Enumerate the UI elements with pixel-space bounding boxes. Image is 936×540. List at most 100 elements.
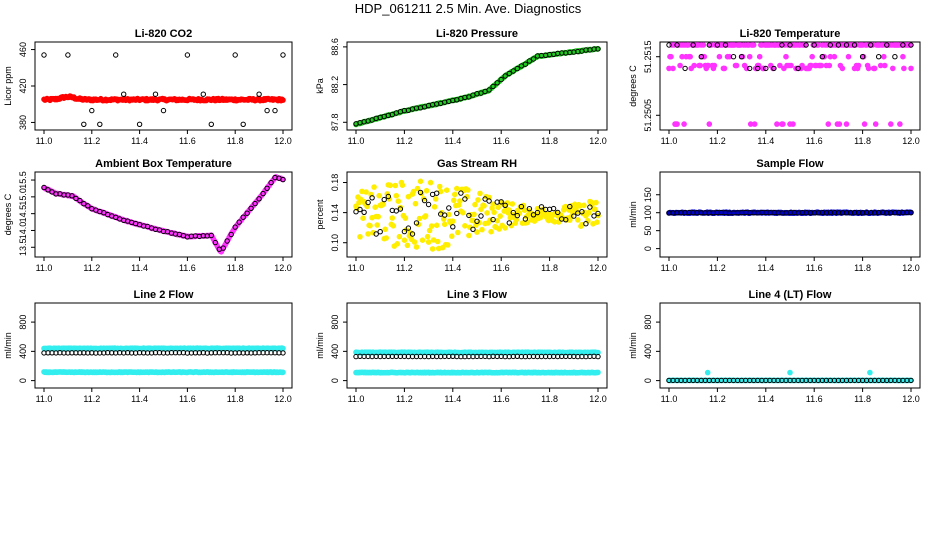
data-point (687, 53, 693, 60)
x-tick-label: 11.2 (709, 136, 726, 146)
data-point (377, 229, 383, 235)
data-point (451, 191, 458, 198)
data-point (510, 209, 516, 216)
x-tick-label: 11.8 (541, 394, 558, 404)
plot-frame (34, 171, 293, 258)
data-point (429, 246, 436, 252)
y-tick-label: 0 (643, 378, 653, 383)
data-point (232, 224, 238, 230)
data-point (522, 216, 529, 222)
data-point (579, 209, 585, 215)
data-point (826, 62, 833, 69)
x-tick-label: 11.4 (131, 263, 148, 273)
x-tick-label: 11.0 (348, 394, 365, 404)
y-tick-label: 88.6 (330, 38, 340, 56)
x-tick-label: 11.6 (179, 263, 196, 273)
x-tick-label: 11.4 (757, 263, 774, 273)
y-tick-label: 0.10 (330, 234, 340, 252)
data-point (428, 223, 435, 229)
data-point (373, 231, 379, 237)
plot-frame (346, 41, 608, 131)
x-tick-label: 11.6 (179, 136, 196, 146)
x-tick-label: 11.2 (709, 263, 726, 273)
panel-line2: Line 2 Flow ml/min 11.0 11.2 11.4 11.6 11.8 12.… (3, 289, 293, 404)
data-point (436, 183, 443, 190)
data-point (240, 121, 246, 128)
data-point (357, 206, 363, 213)
x-tick-label: 12.0 (274, 136, 292, 146)
data-point (462, 196, 468, 202)
data-point (681, 121, 687, 127)
x-tick-label: 12.0 (902, 263, 920, 273)
data-point (236, 219, 242, 225)
data-point (490, 201, 496, 208)
y-tick-label: 15.0 (18, 188, 28, 206)
data-point (682, 65, 688, 72)
data-point (479, 226, 485, 233)
data-point (422, 213, 429, 219)
data-point (385, 193, 391, 200)
data-point (41, 184, 47, 191)
data-point (506, 207, 513, 214)
data-point (750, 42, 757, 48)
data-point (381, 196, 387, 203)
data-point (835, 42, 842, 48)
y-tick-label: 0 (643, 246, 653, 251)
y-tick-label: 88.2 (330, 76, 340, 94)
data-point (690, 42, 696, 48)
x-tick-label: 11.0 (348, 263, 365, 273)
data-point (475, 197, 481, 203)
data-point (876, 54, 882, 60)
x-tick-label: 11.2 (396, 136, 413, 146)
series-sample-flow-2-5-min-ave- (666, 209, 914, 216)
data-point (488, 228, 494, 235)
data-point (706, 42, 712, 48)
data-point (184, 52, 191, 58)
data-point (851, 42, 858, 48)
data-point (836, 121, 843, 127)
data-point (811, 42, 817, 48)
data-point (502, 202, 508, 209)
data-point (790, 121, 796, 127)
data-point (425, 239, 432, 245)
data-point (550, 205, 557, 212)
data-point (396, 233, 403, 240)
x-tick-label: 11.4 (444, 136, 461, 146)
data-point (666, 42, 672, 48)
data-point (81, 201, 87, 207)
panel-line4: Line 4 (LT) Flow ml/min 11.0 11.2 11.4 11.6 11… (628, 289, 921, 404)
data-point (416, 215, 423, 222)
data-point (818, 62, 825, 69)
data-point (404, 242, 411, 249)
data-point (418, 190, 425, 197)
x-tick-label: 11.2 (709, 394, 726, 404)
y-tick-label: 800 (643, 315, 653, 330)
y-tick-label: 400 (18, 344, 28, 359)
data-point (872, 121, 879, 127)
data-point (738, 54, 745, 60)
panel-title: Line 3 Flow (447, 289, 507, 301)
data-point (121, 91, 127, 97)
data-point (481, 203, 487, 209)
data-point (280, 369, 286, 376)
data-point (264, 185, 270, 192)
data-point (755, 65, 761, 72)
x-tick-label: 11.6 (806, 263, 823, 273)
data-point (763, 65, 769, 72)
data-point (412, 200, 419, 207)
data-point (73, 195, 79, 202)
data-point (419, 237, 426, 244)
x-tick-label: 11.0 (661, 263, 678, 273)
data-point (453, 185, 460, 192)
data-point (825, 121, 832, 127)
x-tick-label: 11.2 (83, 394, 100, 404)
data-point (538, 204, 545, 210)
data-point (383, 235, 390, 241)
data-point (410, 188, 417, 195)
x-tick-label: 11.8 (227, 263, 244, 273)
data-point (595, 369, 601, 376)
data-point (69, 193, 75, 199)
data-point (677, 62, 683, 69)
data-point (454, 229, 461, 236)
